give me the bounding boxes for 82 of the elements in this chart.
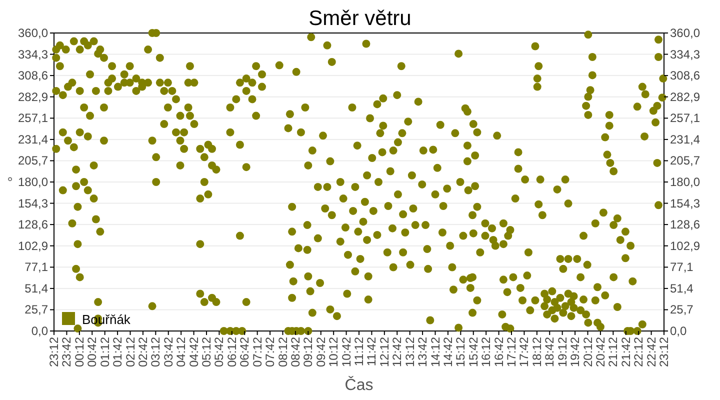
x-tick-label: 19:42 <box>568 336 582 368</box>
y2-tick-label: 231,4 <box>670 132 700 146</box>
y-tick-label: 180,0 <box>18 175 48 189</box>
y2-tick-label: 308,6 <box>670 68 700 83</box>
x-tick-label: 05:12 <box>200 336 214 368</box>
y-tick-label: 0,0 <box>31 324 48 338</box>
x-tick-label: 03:42 <box>161 336 176 368</box>
y2-tick-label: 180,0 <box>670 175 700 189</box>
x-tick-label: 11:42 <box>364 336 379 366</box>
y-tick-label: 128,6 <box>18 218 48 232</box>
x-tick-label: 02:12 <box>123 336 138 368</box>
y2-tick-label: 128,6 <box>670 218 700 232</box>
y2-tick-label: 205,7 <box>670 154 700 168</box>
x-tick-label: 22:12 <box>632 336 646 368</box>
y-tick-label: 102,9 <box>18 238 48 253</box>
x-tick-label: 20:42 <box>593 336 608 368</box>
y2-tick-label: 102,9 <box>670 238 700 253</box>
y-tick-label: 154,3 <box>18 196 48 210</box>
y-tick-label: 231,4 <box>18 132 48 146</box>
x-tick-label: 09:12 <box>301 336 316 368</box>
x-tick-label: 12:12 <box>377 336 392 368</box>
chart-title: Směr větru <box>308 7 412 30</box>
y-axis-title: ° <box>7 174 13 190</box>
x-tick-label: 07:12 <box>250 336 264 368</box>
y-tick-label: 51,4 <box>24 281 48 296</box>
y2-tick-label: 282,9 <box>670 90 700 104</box>
x-tick-label: 04:42 <box>186 336 201 368</box>
x-tick-label: 11:12 <box>352 336 366 366</box>
x-tick-label: 07:42 <box>263 336 278 368</box>
y2-tick-label: 51,4 <box>670 281 694 296</box>
y-tick-label: 360,0 <box>18 26 48 40</box>
y-tick-label: 308,6 <box>18 68 48 83</box>
x-tick-label: 23:42 <box>60 336 74 368</box>
x-tick-label: 18:12 <box>530 336 544 368</box>
x-tick-label: 06:42 <box>238 336 252 368</box>
x-tick-label: 10:12 <box>326 336 341 368</box>
x-tick-label: 06:12 <box>224 336 239 368</box>
x-tick-label: 23:12 <box>47 336 61 368</box>
x-tick-label: 01:42 <box>110 336 125 368</box>
x-tick-label: 10:42 <box>339 336 354 368</box>
x-tick-label: 13:42 <box>416 336 430 368</box>
x-tick-label: 17:12 <box>504 336 518 368</box>
x-tick-label: 08:12 <box>276 336 290 368</box>
x-tick-label: 08:42 <box>288 336 302 368</box>
y-tick-label: 282,9 <box>18 90 48 104</box>
y2-tick-label: 154,3 <box>670 196 700 210</box>
x-tick-label: 17:42 <box>517 336 532 368</box>
x-tick-label: 00:12 <box>72 336 86 368</box>
y2-tick-label: 360,0 <box>670 26 700 40</box>
x-tick-label: 20:12 <box>580 336 595 368</box>
x-tick-label: 21:12 <box>606 336 620 368</box>
x-tick-label: 14:42 <box>440 336 455 368</box>
y-tick-label: 25,7 <box>24 302 48 317</box>
y2-tick-label: 77,1 <box>670 260 694 274</box>
y-tick-label: 257,1 <box>18 111 48 126</box>
x-tick-label: 00:42 <box>85 336 100 368</box>
x-tick-label: 12:42 <box>390 336 404 368</box>
y2-tick-label: 25,7 <box>670 302 694 317</box>
x-tick-label: 15:42 <box>466 336 480 368</box>
y2-tick-label: 334,3 <box>670 47 700 62</box>
x-axis-title: Čas <box>344 376 374 394</box>
x-tick-label: 16:12 <box>479 336 494 368</box>
y2-tick-label: 0,0 <box>670 324 688 338</box>
y2-tick-label: 257,1 <box>670 111 700 126</box>
x-tick-label: 14:12 <box>428 336 442 368</box>
x-tick-label: 19:12 <box>555 336 570 368</box>
x-tick-label: 04:12 <box>174 336 188 368</box>
x-tick-label: 02:42 <box>136 336 150 368</box>
x-tick-label: 23:12 <box>657 336 671 368</box>
x-tick-label: 21:42 <box>618 336 633 368</box>
y-tick-label: 77,1 <box>24 260 48 274</box>
x-tick-label: 13:12 <box>402 336 417 368</box>
x-tick-label: 16:42 <box>492 336 506 368</box>
x-tick-label: 09:42 <box>314 336 328 368</box>
x-tick-label: 15:12 <box>454 336 468 368</box>
x-tick-label: 05:42 <box>212 336 226 368</box>
y-tick-label: 205,7 <box>18 154 48 168</box>
x-tick-label: 03:12 <box>148 336 163 368</box>
x-tick-label: 18:42 <box>542 336 557 368</box>
x-tick-label: 01:12 <box>98 336 112 368</box>
y-tick-label: 334,3 <box>18 47 48 62</box>
x-tick-label: 22:42 <box>644 336 658 368</box>
